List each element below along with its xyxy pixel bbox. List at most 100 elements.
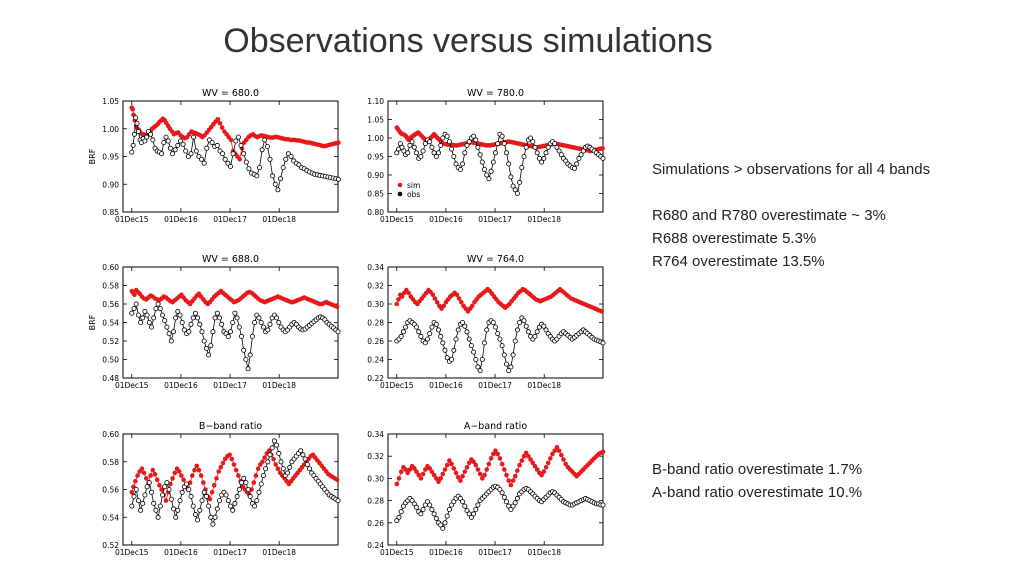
data-point-sim [482,472,487,478]
data-point-obs [503,361,509,367]
data-point-obs [210,329,216,335]
x-tick-label: 01Dec16 [164,215,198,224]
data-point-obs [534,150,540,156]
data-point-sim [484,467,490,472]
plot-frame [387,433,604,546]
data-point-obs [446,139,452,145]
data-point-obs [233,138,239,144]
data-point-obs [148,131,154,137]
data-point-obs [258,481,264,487]
data-point-obs [243,356,249,362]
data-point-obs [468,514,474,520]
data-point-obs [420,506,426,512]
chart-panel-6: A−band ratio 0.24 0.26 0.28 0.30 0.32 0.34 01De… [367,421,606,557]
data-point-sim [506,478,512,483]
data-point-obs [140,500,146,506]
data-point-obs [475,144,481,150]
data-point-obs [413,324,419,330]
data-point-sim [552,448,557,454]
data-point-obs [129,310,135,316]
data-point-obs [440,525,446,531]
data-point-obs [532,144,538,150]
data-point-obs [133,115,139,121]
data-point-sim [561,457,566,462]
data-point-sim [441,303,447,309]
data-point-obs [471,511,477,517]
data-point-obs [449,356,455,362]
data-point-sim [396,297,401,302]
data-point-sim [334,304,340,310]
data-point-sim [449,461,454,467]
data-point-sim [216,469,221,474]
data-point-obs [201,338,207,344]
data-point-obs [157,306,163,312]
data-point-sim [434,299,440,305]
data-point-sim [170,476,175,481]
data-point-obs [192,310,198,316]
data-point-sim [491,451,496,457]
data-point-obs [288,153,294,159]
data-point-sim [486,461,492,467]
data-point-obs [144,134,150,140]
data-point-obs [451,347,457,353]
data-point-sim [550,451,555,457]
y-tick-label: 0.80 [367,208,384,217]
data-point-obs [497,486,503,492]
data-point-sim [528,457,533,462]
data-point-sim [198,473,204,478]
data-point-obs [188,321,194,327]
data-point-obs [514,190,520,196]
data-point-obs [199,329,205,335]
data-point-obs [144,312,150,318]
data-point-obs [409,139,415,145]
data-point-sim [526,453,531,459]
data-point-sim [460,473,465,479]
data-point-sim [139,466,145,472]
data-point-obs [523,144,529,150]
data-point-obs [135,128,141,134]
data-point-obs [492,150,498,156]
data-point-obs [177,312,183,318]
data-point-obs [499,490,505,496]
data-point-sim [480,476,485,481]
data-point-obs [517,319,523,325]
data-point-obs [241,347,247,353]
series-line-obs [396,317,604,372]
data-point-obs [161,140,167,146]
data-point-obs [488,168,494,174]
data-point-obs [534,329,540,335]
data-point-obs [429,506,435,512]
data-point-obs [510,352,516,358]
data-point-obs [175,507,181,513]
data-point-obs [277,176,283,182]
data-point-obs [199,498,205,504]
y-tick-label: 0.50 [102,356,119,365]
data-point-sim [201,480,206,485]
data-point-obs [260,473,266,479]
data-point-sim [255,466,261,472]
x-tick-label: 01Dec18 [527,381,561,390]
data-point-obs [153,507,159,513]
data-point-obs [431,511,437,517]
data-point-sim [559,452,564,458]
note-r680-r780: R680 and R780 overestimate ~ 3% [652,207,886,224]
data-point-obs [514,327,520,333]
data-point-obs [506,368,512,374]
data-point-sim [412,466,417,471]
data-point-obs [175,142,181,148]
data-point-sim [444,462,450,468]
data-point-obs [216,315,222,321]
y-tick-label: 0.54 [102,513,119,522]
data-point-obs [249,333,255,339]
data-point-obs [512,187,518,193]
data-point-sim [229,456,235,462]
data-point-sim [541,469,547,475]
data-point-obs [201,489,207,495]
y-tick-label: 0.30 [367,300,384,309]
data-point-obs [283,156,289,162]
data-point-obs [148,324,154,330]
data-point-obs [302,456,308,462]
notes-bottom: B-band ratio overestimate 1.7% A-band ra… [652,458,952,504]
data-point-sim [394,481,400,487]
x-tick-label: 01Dec15 [115,548,149,557]
